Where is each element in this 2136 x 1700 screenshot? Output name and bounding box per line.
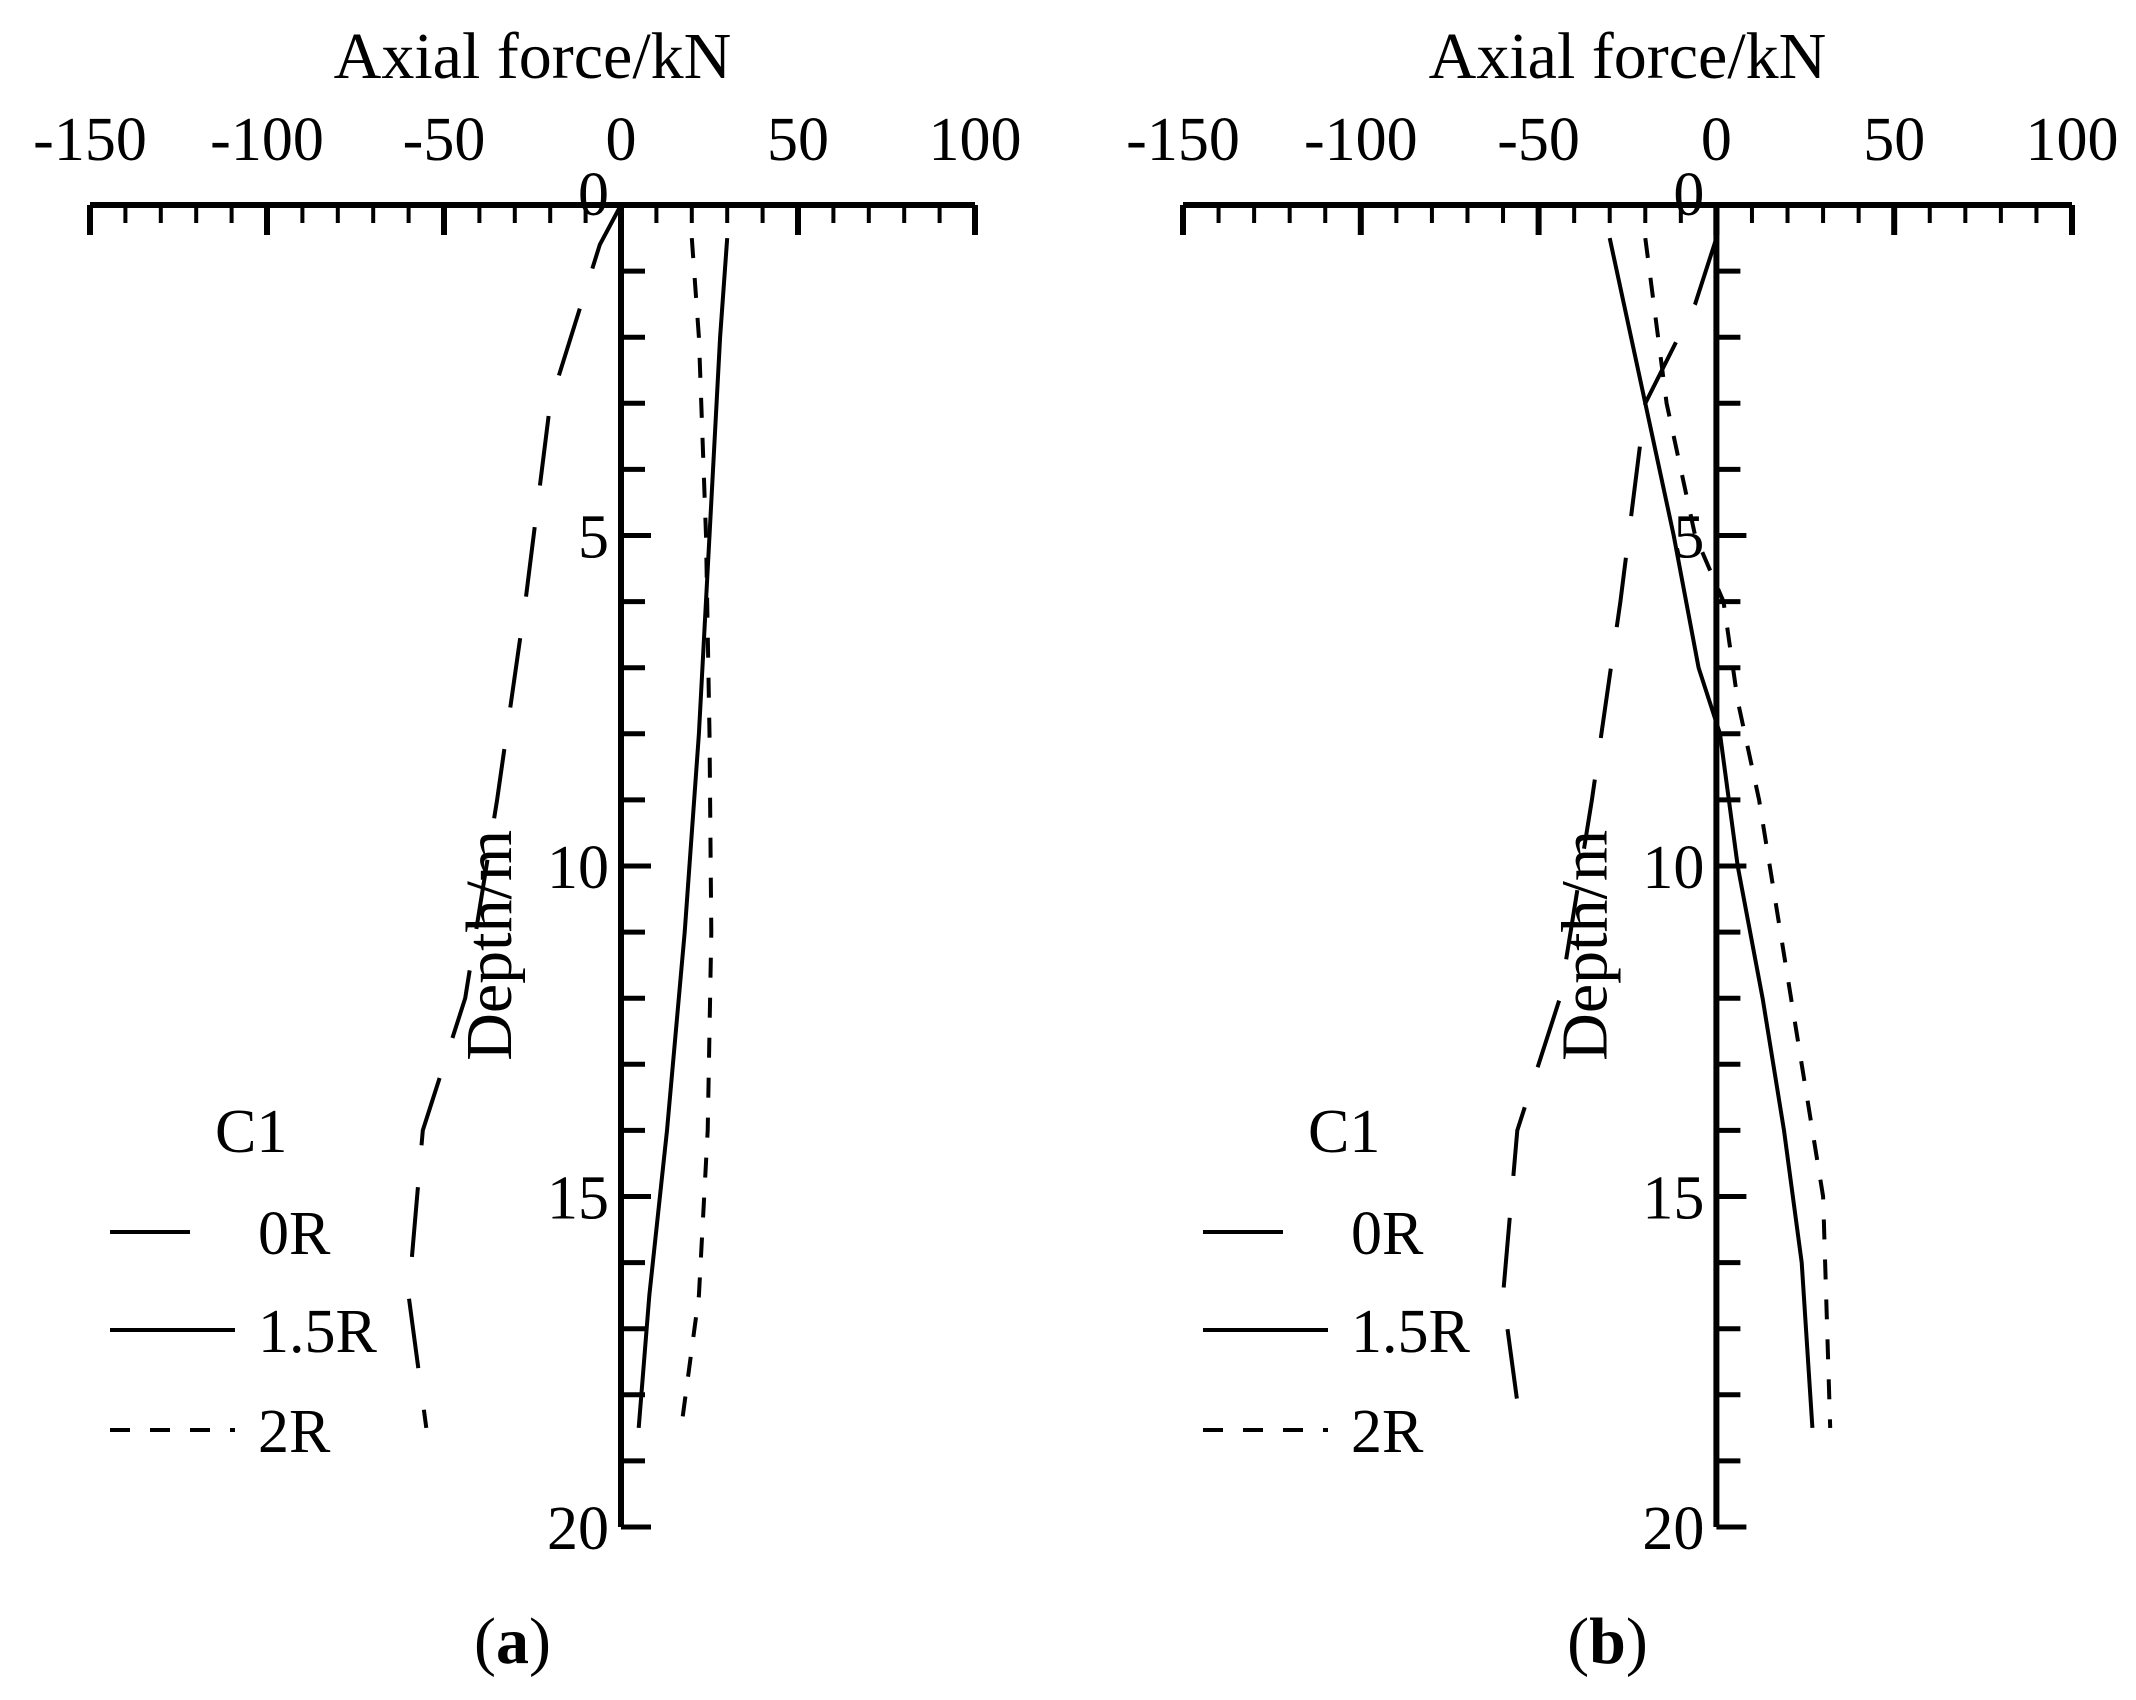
legend-label: 0R	[258, 1200, 331, 1268]
x-tick-label: 50	[767, 106, 829, 174]
x-tick-label: 0	[1701, 106, 1732, 174]
x-tick-label: -150	[1126, 106, 1240, 174]
chart-panel-a: -150 -100 -50 0 50 100 Axial force/kN 0 5 10 15 20 D…	[33, 20, 1021, 1678]
legend-label: 2R	[1351, 1398, 1424, 1466]
panel-label: (a)	[474, 1605, 551, 1678]
x-axis-title: Axial force/kN	[334, 20, 732, 93]
legend-label: 2R	[258, 1398, 331, 1466]
x-axis-title: Axial force/kN	[1429, 20, 1827, 93]
series-line-0r	[406, 204, 623, 1429]
y-axis-title: Depth/m	[1548, 830, 1621, 1061]
y-tick-label: 15	[1642, 1165, 1704, 1233]
y-tick-label: 10	[1642, 834, 1704, 902]
x-tick-label: -100	[1304, 106, 1418, 174]
series-line-2r	[1643, 237, 1833, 1428]
y-tick-label: 5	[578, 504, 609, 572]
legend-title: C1	[1308, 1098, 1380, 1166]
x-tick-label: 50	[1863, 106, 1925, 174]
x-tick-label: 100	[2026, 106, 2119, 174]
series-line-1-5r	[636, 237, 730, 1429]
panel-label-letter: b	[1589, 1605, 1626, 1678]
legend-label: 0R	[1351, 1200, 1424, 1268]
x-tick-label: 0	[606, 106, 637, 174]
y-tick-label: 20	[547, 1495, 609, 1563]
legend-label: 1.5R	[258, 1298, 378, 1366]
panel-label: (b)	[1567, 1605, 1648, 1678]
legend-label: 1.5R	[1351, 1298, 1471, 1366]
x-tick-label: -150	[33, 106, 147, 174]
series-line-1-5r	[1607, 237, 1815, 1429]
series-line-2r	[679, 237, 714, 1429]
x-tick-label: -100	[210, 106, 324, 174]
x-tick-label: -50	[403, 106, 486, 174]
y-tick-label: 0	[578, 161, 609, 229]
y-tick-label: 20	[1642, 1495, 1704, 1563]
y-axis-title: Depth/m	[453, 830, 526, 1061]
y-tick-label: 0	[1673, 161, 1704, 229]
series-line-0r	[1501, 237, 1719, 1429]
panel-label-letter: a	[496, 1605, 529, 1678]
x-tick-label: 100	[929, 106, 1022, 174]
legend-title: C1	[215, 1098, 287, 1166]
y-tick-label: 15	[547, 1165, 609, 1233]
y-tick-label: 10	[547, 834, 609, 902]
x-tick-label: -50	[1497, 106, 1580, 174]
